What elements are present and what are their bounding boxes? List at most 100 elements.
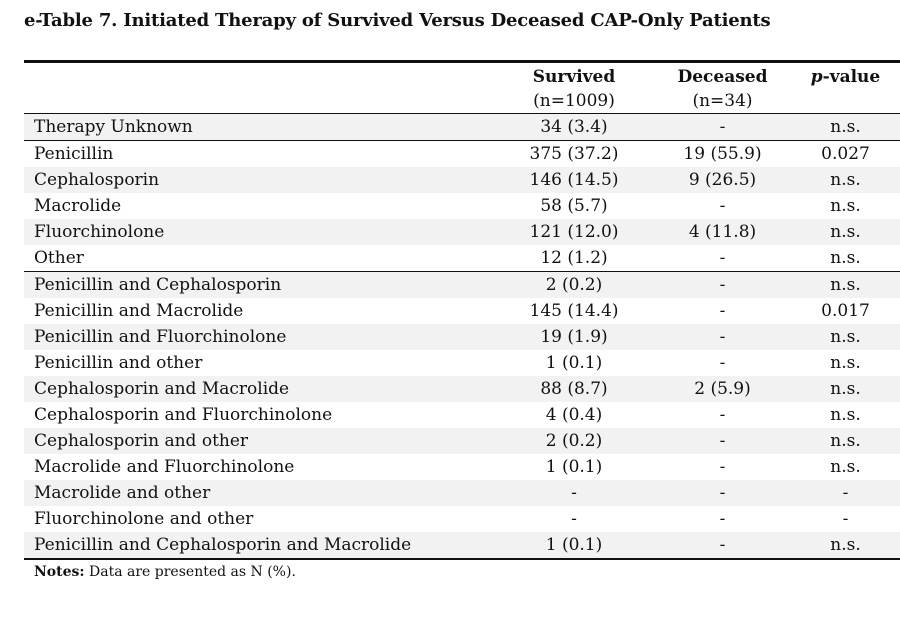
header-survived-n: (n=1009) [533, 91, 615, 111]
table-row: Cephalosporin 146 (14.5) 9 (26.5) n.s. [24, 167, 900, 193]
deceased-cell: 2 (5.9) [654, 376, 791, 402]
row-label: Penicillin and Fluorchinolone [24, 324, 494, 350]
table-row: Cephalosporin and other 2 (0.2) - n.s. [24, 428, 900, 454]
deceased-cell: - [719, 457, 726, 477]
pvalue-cell: n.s. [791, 167, 900, 193]
survived-cell: 88 (8.7) [494, 376, 654, 402]
row-label: Penicillin and Cephalosporin [24, 271, 494, 298]
row-label: Cephalosporin and other [24, 428, 494, 454]
survived-cell: - [571, 509, 577, 529]
deceased-cell: - [719, 196, 726, 216]
deceased-cell: - [719, 405, 726, 425]
row-label: Cephalosporin and Fluorchinolone [34, 405, 333, 425]
deceased-cell: - [654, 271, 791, 298]
deceased-cell: - [654, 480, 791, 506]
table-row: Macrolide and Fluorchinolone 1 (0.1) - n.s. [24, 454, 900, 480]
therapy-table: Survived (n=1009) Deceased (n=34) p-valu… [24, 60, 900, 560]
row-label: Macrolide and Fluorchinolone [34, 457, 295, 477]
pvalue-cell: - [791, 480, 900, 506]
pvalue-cell: n.s. [791, 271, 900, 298]
header-survived: Survived (n=1009) [494, 60, 654, 114]
deceased-cell: - [654, 428, 791, 454]
pvalue-cell: n.s. [791, 113, 900, 141]
pvalue-cell: n.s. [830, 457, 861, 477]
table-row: Penicillin and other 1 (0.1) - n.s. [24, 350, 900, 376]
row-label: Macrolide [34, 196, 122, 216]
table-row: Macrolide and other - - - [24, 480, 900, 506]
pvalue-cell: n.s. [791, 219, 900, 245]
header-pvalue-italic: p [810, 67, 823, 87]
deceased-cell: - [719, 248, 726, 268]
table-body: Therapy Unknown 34 (3.4) - n.s. Penicillin 37… [24, 113, 900, 560]
table-row: Penicillin and Macrolide 145 (14.4) - 0.017 [24, 298, 900, 324]
survived-cell: 375 (37.2) [494, 140, 654, 167]
deceased-cell: - [654, 532, 791, 560]
row-label: Fluorchinolone [24, 219, 494, 245]
header-row: Survived (n=1009) Deceased (n=34) p-valu… [24, 60, 900, 114]
pvalue-cell: n.s. [830, 196, 861, 216]
survived-cell: 121 (12.0) [494, 219, 654, 245]
survived-cell: 1 (0.1) [545, 457, 603, 477]
table-row: Penicillin and Fluorchinolone 19 (1.9) - n.… [24, 324, 900, 350]
table-row: Therapy Unknown 34 (3.4) - n.s. [24, 113, 900, 141]
row-label: Other [34, 248, 84, 268]
document-page: e-Table 7. Initiated Therapy of Survived… [24, 8, 900, 580]
deceased-cell: 4 (11.8) [654, 219, 791, 245]
row-label: Cephalosporin [24, 167, 494, 193]
header-survived-label: Survived [532, 67, 616, 87]
header-deceased: Deceased (n=34) [654, 60, 791, 114]
header-pvalue-label: p-value [791, 65, 900, 89]
row-label: Fluorchinolone and other [34, 509, 254, 529]
deceased-cell: 19 (55.9) [654, 140, 791, 167]
table-row: Other 12 (1.2) - n.s. [24, 245, 900, 272]
survived-cell: 1 (0.1) [545, 353, 603, 373]
survived-cell: 34 (3.4) [494, 113, 654, 141]
survived-cell: 2 (0.2) [494, 271, 654, 298]
deceased-cell: - [654, 324, 791, 350]
deceased-cell: - [654, 113, 791, 141]
pvalue-cell: n.s. [830, 248, 861, 268]
notes-text: Data are presented as N (%). [84, 564, 296, 580]
table-title: e-Table 7. Initiated Therapy of Survived… [24, 10, 771, 31]
pvalue-cell: n.s. [830, 405, 861, 425]
header-empty-cell [24, 60, 494, 114]
survived-cell: 145 (14.4) [529, 301, 619, 321]
survived-cell: 12 (1.2) [540, 248, 608, 268]
deceased-cell: - [719, 509, 726, 529]
row-label: Penicillin and Macrolide [34, 301, 244, 321]
table-row: Macrolide 58 (5.7) - n.s. [24, 193, 900, 219]
header-pvalue: p-value [791, 60, 900, 114]
pvalue-cell: n.s. [791, 376, 900, 402]
survived-cell: 1 (0.1) [494, 532, 654, 560]
table-row: Fluorchinolone and other - - - [24, 506, 900, 532]
table-row: Penicillin and Cephalosporin 2 (0.2) - n.s. [24, 271, 900, 298]
table-row: Cephalosporin and Macrolide 88 (8.7) 2 (5.… [24, 376, 900, 402]
row-label: Penicillin and Cephalosporin and Macroli… [24, 532, 494, 560]
table-row: Penicillin and Cephalosporin and Macroli… [24, 532, 900, 560]
deceased-cell: 9 (26.5) [654, 167, 791, 193]
pvalue-cell: - [842, 509, 849, 529]
pvalue-cell: n.s. [830, 353, 861, 373]
row-label: Therapy Unknown [24, 113, 494, 141]
table-row: Cephalosporin and Fluorchinolone 4 (0.4) -… [24, 402, 900, 428]
table-header: Survived (n=1009) Deceased (n=34) p-valu… [24, 60, 900, 114]
deceased-cell: - [719, 301, 726, 321]
table-notes: Notes: Data are presented as N (%). [24, 564, 900, 580]
header-pvalue-rest: -value [822, 67, 881, 87]
pvalue-cell: n.s. [791, 532, 900, 560]
table-row: Penicillin 375 (37.2) 19 (55.9) 0.027 [24, 140, 900, 167]
notes-label: Notes: [34, 564, 85, 580]
row-label: Penicillin [24, 140, 494, 167]
survived-cell: 58 (5.7) [540, 196, 608, 216]
pvalue-cell: n.s. [791, 428, 900, 454]
survived-cell: 2 (0.2) [494, 428, 654, 454]
pvalue-cell: 0.027 [791, 140, 900, 167]
header-deceased-n: (n=34) [692, 91, 753, 111]
row-label: Macrolide and other [24, 480, 494, 506]
row-label: Cephalosporin and Macrolide [24, 376, 494, 402]
survived-cell: 146 (14.5) [494, 167, 654, 193]
survived-cell: 4 (0.4) [545, 405, 603, 425]
pvalue-cell: n.s. [791, 324, 900, 350]
deceased-cell: - [719, 353, 726, 373]
pvalue-cell: 0.017 [821, 301, 870, 321]
